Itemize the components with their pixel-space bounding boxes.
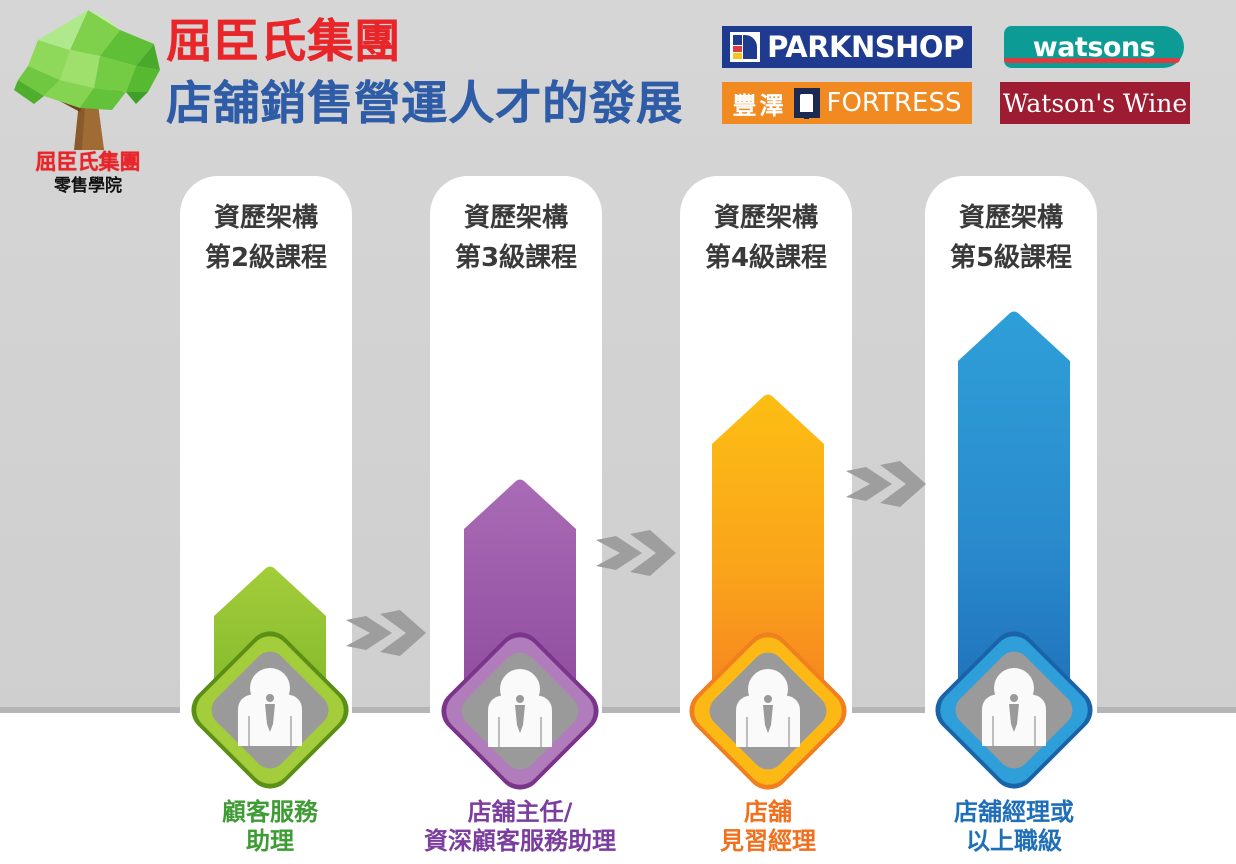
fortress-rook-icon xyxy=(793,88,820,118)
role-caption-level4: 店舖 見習經理 xyxy=(638,798,898,856)
watsons-wordmark: watsons xyxy=(1032,31,1156,63)
column-header-line2: 第2級課程 xyxy=(204,243,328,273)
column-header-level3: 資歷架構 第3級課程 xyxy=(430,198,602,278)
role-caption-line1: 店舖經理或 xyxy=(954,798,1074,826)
role-caption-level2: 顧客服務 助理 xyxy=(140,798,400,856)
watsons-retail-academy-logo: 屈臣氏集團 零售學院 xyxy=(8,4,168,204)
column-header-line1: 資歷架構 xyxy=(958,203,1063,233)
role-caption-line1: 店舖 xyxy=(744,798,792,826)
watsons-underline xyxy=(1004,58,1180,63)
brand-logo-watsons-wine: Watson's Wine xyxy=(1000,82,1190,124)
column-header-line1: 資歷架構 xyxy=(463,203,568,233)
column-header-level5: 資歷架構 第5級課程 xyxy=(925,198,1097,278)
logo-academy-cn: 零售學院 xyxy=(54,176,122,196)
progress-arrow-level3 xyxy=(441,473,599,790)
person-avatar-icon xyxy=(488,669,552,747)
person-avatar-icon xyxy=(238,668,302,746)
watsons-wine-wordmark: Watson's Wine xyxy=(1002,88,1188,118)
parknshop-mark-icon xyxy=(730,32,761,62)
column-header-line1: 資歷架構 xyxy=(213,203,318,233)
parknshop-wordmark: PARKNSHOP xyxy=(767,30,964,64)
column-header-level4: 資歷架構 第4級課程 xyxy=(680,198,852,278)
role-caption-line2: 以上職級 xyxy=(966,827,1062,855)
progress-arrow-level2 xyxy=(191,560,349,789)
person-avatar-icon xyxy=(736,669,800,747)
role-caption-level3: 店舖主任/ 資深顧客服務助理 xyxy=(390,798,650,856)
column-header-line2: 第4級課程 xyxy=(704,243,828,273)
role-caption-line1: 店舖主任/ xyxy=(467,798,573,826)
page-subtitle: 店舖銷售營運人才的發展 xyxy=(166,76,683,130)
person-avatar-icon xyxy=(982,668,1046,746)
column-header-line2: 第3級課程 xyxy=(454,243,578,273)
role-caption-line2: 資深顧客服務助理 xyxy=(424,827,616,855)
column-header-line1: 資歷架構 xyxy=(713,203,818,233)
column-header-line2: 第5級課程 xyxy=(949,243,1073,273)
progress-arrow-level5 xyxy=(935,305,1093,789)
role-caption-line1: 顧客服務 xyxy=(222,798,318,826)
role-caption-line2: 助理 xyxy=(246,827,294,855)
fortress-wordmark: FORTRESS xyxy=(826,88,962,118)
tree-icon xyxy=(14,10,160,150)
page-title: 屈臣氏集團 xyxy=(166,14,401,68)
progress-arrow-level4 xyxy=(689,388,847,790)
fortress-wordmark-cn: 豐澤 xyxy=(732,91,787,120)
role-caption-level5: 店舖經理或 以上職級 xyxy=(884,798,1144,856)
logo-brand-cn: 屈臣氏集團 xyxy=(35,150,141,174)
column-header-level2: 資歷架構 第2級課程 xyxy=(180,198,352,278)
progress-chevron-3 xyxy=(844,455,928,513)
progress-chevron-1 xyxy=(344,604,428,662)
background-divider xyxy=(0,707,1236,714)
brand-logo-fortress: 豐澤 FORTRESS xyxy=(722,82,972,124)
progress-chevron-2 xyxy=(594,524,678,582)
role-caption-line2: 見習經理 xyxy=(720,827,816,855)
brand-logo-parknshop: PARKNSHOP xyxy=(722,26,972,68)
